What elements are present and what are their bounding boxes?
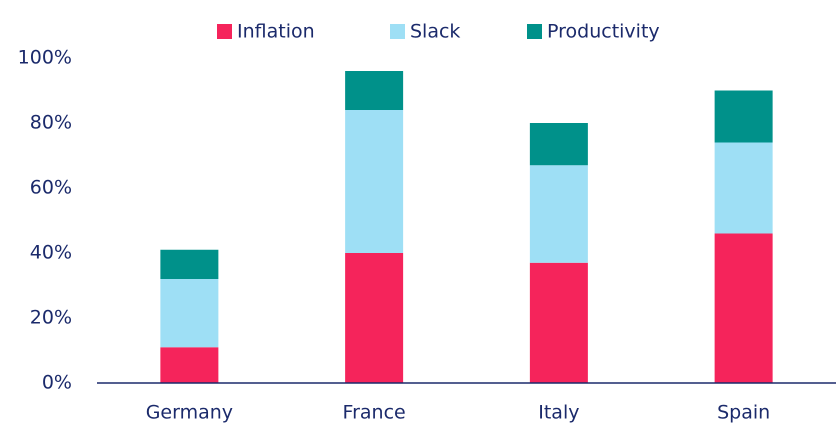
- bar-segment: [345, 71, 404, 110]
- legend-label: Slack: [410, 21, 460, 43]
- x-tick-label: Spain: [717, 402, 770, 424]
- bar-segment: [345, 253, 404, 383]
- bar-segment: [529, 123, 588, 166]
- y-tick-label: 20%: [30, 307, 72, 329]
- y-tick-label: 60%: [30, 177, 72, 199]
- bar-segment: [529, 165, 588, 263]
- legend-label: Productivity: [547, 21, 660, 43]
- y-tick-label: 80%: [30, 112, 72, 134]
- bar-segment: [714, 233, 773, 383]
- x-tick-label: France: [343, 402, 406, 424]
- bar-segment: [529, 262, 588, 383]
- legend-label: Inflation: [237, 21, 315, 43]
- y-tick-label: 40%: [30, 242, 72, 264]
- bar-segment: [714, 142, 773, 234]
- bar-segment: [345, 110, 404, 253]
- legend-swatch: [390, 24, 405, 39]
- legend-swatch: [217, 24, 232, 39]
- y-tick-label: 100%: [18, 47, 72, 69]
- bar-segment: [160, 279, 219, 348]
- bar-segment: [160, 347, 219, 383]
- bar-segment: [714, 90, 773, 143]
- legend-swatch: [527, 24, 542, 39]
- x-tick-label: Germany: [146, 402, 233, 424]
- x-tick-label: Italy: [538, 402, 579, 424]
- bar-segment: [160, 249, 219, 279]
- y-tick-label: 0%: [42, 372, 72, 394]
